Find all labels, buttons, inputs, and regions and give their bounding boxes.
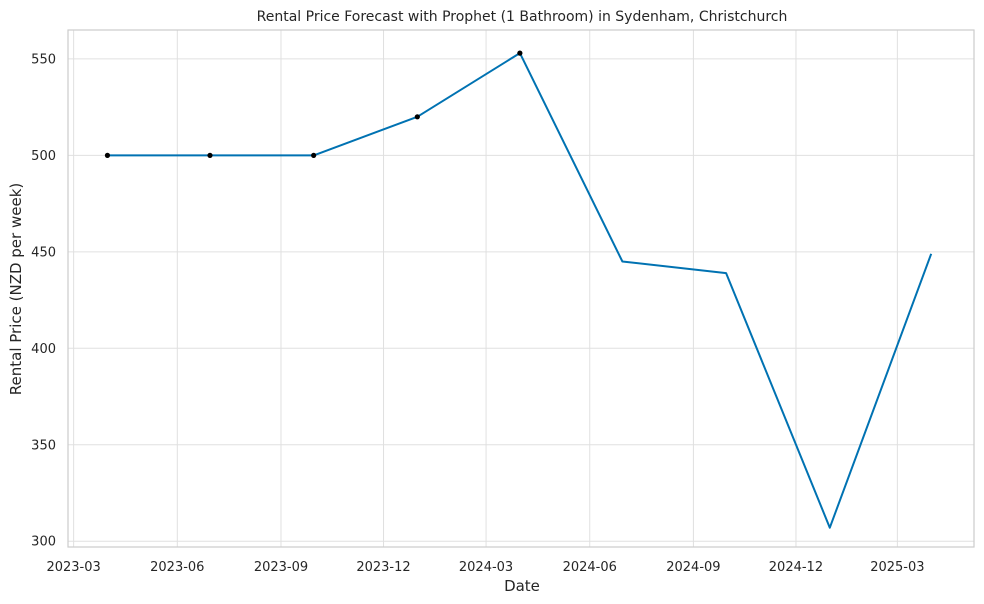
x-tick-label: 2024-12 [769, 560, 823, 575]
y-axis-label: Rental Price (NZD per week) [7, 183, 25, 395]
observed-point [207, 152, 213, 158]
x-tick-label: 2024-06 [563, 560, 617, 575]
x-tick-label: 2024-09 [666, 560, 720, 575]
grid-lines [68, 30, 974, 547]
x-axis-ticks: 2023-03 2023-06 2023-09 2023-12 2024-03 2024-… [46, 560, 924, 575]
x-tick-label: 2023-12 [356, 560, 410, 575]
plot-frame [67, 29, 975, 548]
x-tick-label: 2024-03 [459, 560, 513, 575]
observed-point [517, 50, 523, 56]
x-axis-label: Date [504, 577, 540, 595]
y-axis-ticks: 300 350 400 450 500 550 [31, 52, 56, 549]
y-tick-label: 350 [31, 438, 56, 453]
y-tick-label: 300 [31, 535, 56, 550]
observed-point [414, 114, 420, 120]
forecast-line [107, 52, 933, 529]
x-tick-label: 2025-03 [870, 560, 924, 575]
x-tick-label: 2023-03 [46, 560, 100, 575]
x-tick-label: 2023-09 [254, 560, 308, 575]
observed-point [311, 152, 317, 158]
y-tick-label: 500 [31, 149, 56, 164]
chart-title: Rental Price Forecast with Prophet (1 Ba… [257, 9, 788, 25]
y-tick-label: 450 [31, 245, 56, 260]
x-tick-label: 2023-06 [150, 560, 204, 575]
observed-point [104, 152, 111, 158]
series-layer [104, 50, 933, 529]
y-tick-label: 400 [31, 342, 56, 357]
y-tick-label: 550 [31, 52, 56, 67]
